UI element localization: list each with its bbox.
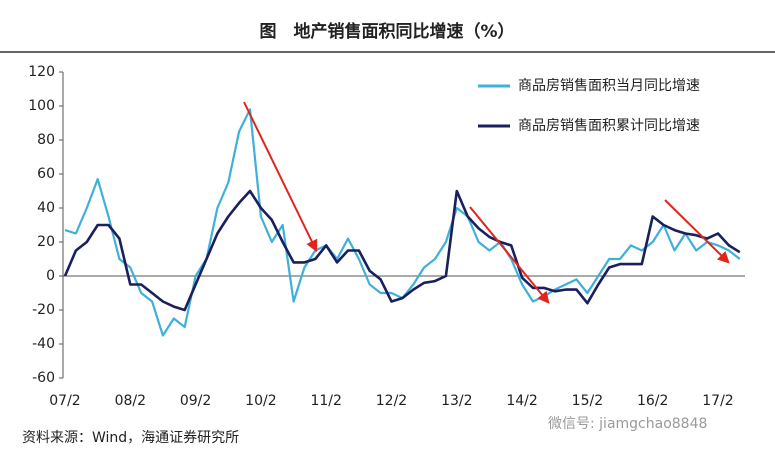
legend-label: 商品房销售面积当月同比增速 [518, 78, 700, 94]
x-tick-label: 14/2 [506, 393, 537, 409]
x-tick-label: 08/2 [115, 393, 146, 409]
y-tick-label: 100 [28, 98, 55, 114]
x-tick-label: 07/2 [49, 393, 80, 409]
x-tick-label: 09/2 [180, 393, 211, 409]
y-tick-label: -20 [32, 302, 55, 318]
plot: -60 -40 -20 0 20 40 60 80 100 120 07/2 08/2 09/2 10/2… [28, 64, 745, 409]
x-tick-label: 13/2 [441, 393, 472, 409]
arrow [469, 206, 550, 304]
y-tick-label: 20 [37, 234, 55, 250]
source-note: 资料来源：Wind，海通证券研究所 [22, 430, 239, 446]
watermark: 微信号: jiamgchao8848 [548, 416, 707, 432]
x-tick-label: 17/2 [702, 393, 733, 409]
x-tick-label: 10/2 [245, 393, 276, 409]
arrow [243, 101, 318, 253]
y-tick-label: 0 [46, 268, 55, 284]
series-line [64, 108, 741, 337]
series-line [63, 189, 741, 312]
chart-title: 图 地产销售面积同比增速（%） [259, 21, 514, 42]
y-tick-label: 60 [37, 166, 55, 182]
x-tick-label: 15/2 [572, 393, 603, 409]
x-tick-label: 16/2 [637, 393, 668, 409]
legend-label: 商品房销售面积累计同比增速 [518, 118, 700, 134]
y-tick-label: -60 [32, 370, 55, 386]
arrow [664, 199, 730, 264]
y-tick-label: 80 [37, 132, 55, 148]
y-tick-label: 120 [28, 64, 55, 80]
y-tick-label: -40 [32, 336, 55, 352]
x-tick-label: 11/2 [310, 393, 341, 409]
y-tick-label: 40 [37, 200, 55, 216]
x-tick-label: 12/2 [376, 393, 407, 409]
